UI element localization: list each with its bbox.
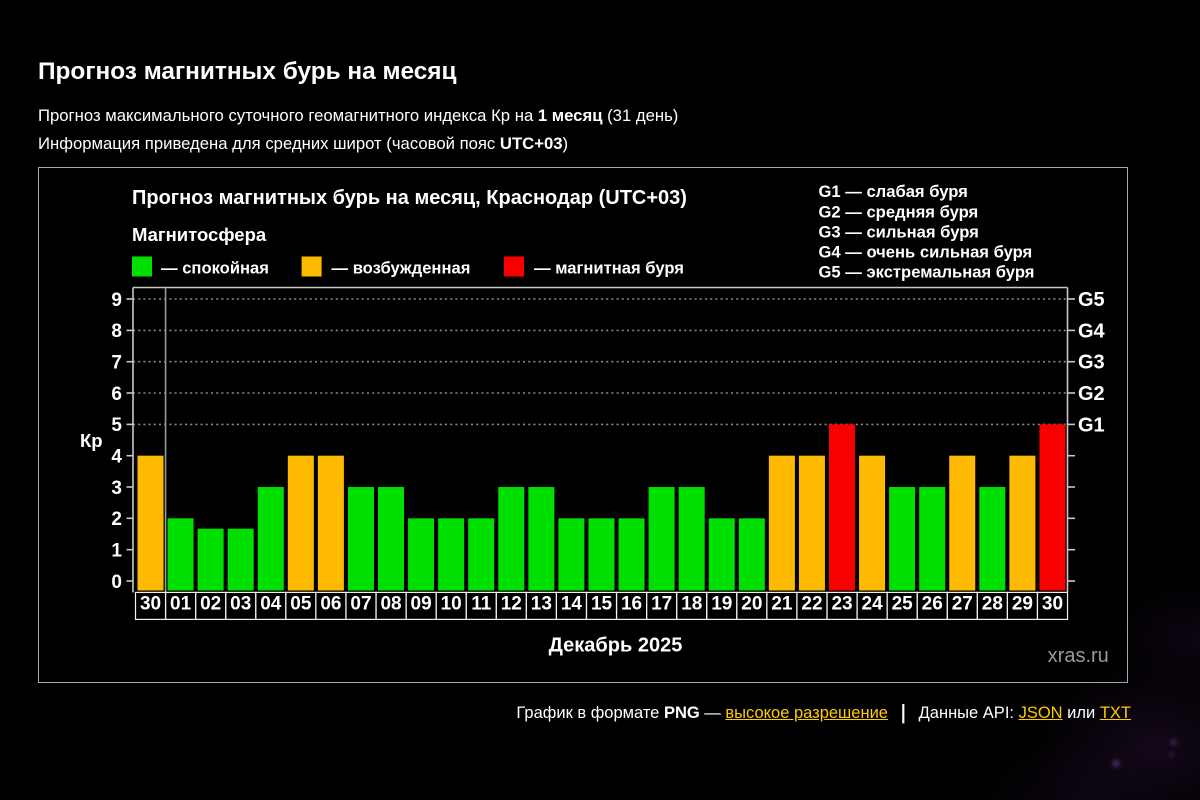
svg-text:0: 0 — [111, 572, 122, 593]
svg-text:G4: G4 — [1078, 320, 1106, 342]
svg-text:xras.ru: xras.ru — [1048, 645, 1109, 667]
svg-text:10: 10 — [441, 593, 462, 614]
svg-text:01: 01 — [170, 593, 192, 614]
svg-text:5: 5 — [111, 415, 122, 436]
svg-text:G3 — сильная буря: G3 — сильная буря — [819, 222, 979, 241]
svg-text:4: 4 — [111, 447, 122, 468]
svg-text:26: 26 — [922, 593, 943, 614]
svg-text:Декабрь 2025: Декабрь 2025 — [549, 634, 683, 656]
svg-text:07: 07 — [350, 593, 371, 614]
svg-text:27: 27 — [952, 593, 973, 614]
svg-text:06: 06 — [320, 593, 341, 614]
svg-text:12: 12 — [501, 593, 522, 614]
svg-text:16: 16 — [621, 593, 642, 614]
svg-text:— магнитная буря: — магнитная буря — [534, 259, 684, 278]
svg-text:21: 21 — [771, 593, 793, 614]
svg-text:08: 08 — [380, 593, 401, 614]
svg-text:2: 2 — [111, 509, 122, 530]
svg-text:Кр: Кр — [80, 430, 103, 451]
svg-text:G1: G1 — [1078, 414, 1105, 436]
svg-text:28: 28 — [982, 593, 1003, 614]
svg-text:13: 13 — [531, 593, 552, 614]
svg-text:7: 7 — [111, 353, 122, 374]
svg-text:G5: G5 — [1078, 289, 1105, 311]
svg-text:03: 03 — [230, 593, 251, 614]
svg-text:G5 — экстремальная буря: G5 — экстремальная буря — [819, 263, 1035, 282]
svg-text:3: 3 — [111, 478, 122, 499]
svg-text:22: 22 — [801, 593, 822, 614]
svg-text:23: 23 — [831, 593, 852, 614]
svg-text:6: 6 — [111, 384, 122, 405]
svg-text:— спокойная: — спокойная — [161, 259, 269, 278]
svg-text:15: 15 — [591, 593, 613, 614]
svg-text:20: 20 — [741, 593, 762, 614]
svg-text:25: 25 — [892, 593, 914, 614]
svg-text:30: 30 — [1042, 593, 1063, 614]
svg-text:17: 17 — [651, 593, 672, 614]
svg-text:29: 29 — [1012, 593, 1033, 614]
svg-text:1: 1 — [111, 541, 122, 562]
svg-text:14: 14 — [561, 593, 583, 614]
svg-text:05: 05 — [290, 593, 312, 614]
svg-text:24: 24 — [862, 593, 884, 614]
svg-text:11: 11 — [471, 593, 492, 614]
svg-text:G2 — средняя буря: G2 — средняя буря — [819, 202, 979, 221]
svg-text:30: 30 — [140, 593, 161, 614]
svg-text:8: 8 — [111, 321, 122, 342]
svg-text:Прогноз магнитных бурь на меся: Прогноз магнитных бурь на месяц, Краснод… — [132, 187, 687, 209]
svg-text:18: 18 — [681, 593, 702, 614]
svg-text:9: 9 — [111, 290, 122, 311]
svg-text:04: 04 — [260, 593, 282, 614]
svg-text:09: 09 — [411, 593, 432, 614]
svg-text:02: 02 — [200, 593, 221, 614]
svg-text:G4 — очень сильная буря: G4 — очень сильная буря — [819, 243, 1033, 262]
svg-text:19: 19 — [711, 593, 732, 614]
svg-text:G2: G2 — [1078, 383, 1105, 405]
svg-text:G3: G3 — [1078, 352, 1105, 374]
svg-text:G1 — слабая буря: G1 — слабая буря — [819, 182, 968, 201]
svg-text:Магнитосфера: Магнитосфера — [132, 224, 267, 245]
svg-text:— возбужденная: — возбужденная — [332, 259, 471, 278]
